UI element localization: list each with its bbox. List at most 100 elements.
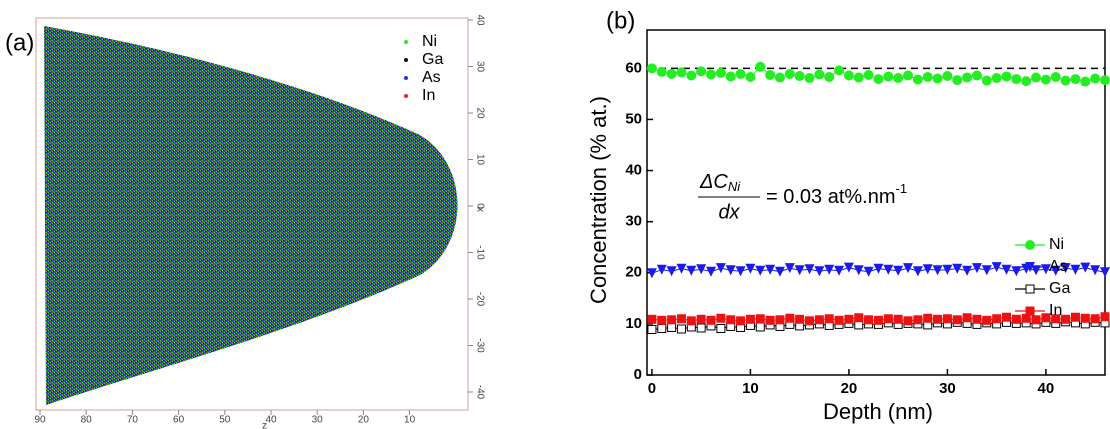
marker <box>696 323 706 333</box>
marker <box>992 314 1002 324</box>
marker <box>1031 265 1042 276</box>
marker <box>666 266 677 277</box>
legend-marker <box>1025 262 1035 272</box>
marker <box>824 264 835 275</box>
marker <box>1051 314 1061 324</box>
marker <box>1011 74 1022 85</box>
z-tick-label: 50 <box>219 415 231 426</box>
marker <box>873 74 884 85</box>
marker <box>843 70 854 81</box>
marker <box>853 72 864 83</box>
x-tick-label: 30 <box>939 380 956 397</box>
marker <box>922 72 933 83</box>
marker <box>952 75 963 86</box>
marker <box>942 71 953 81</box>
y-axis-label: Concentration (% at.) <box>586 96 611 304</box>
marker <box>962 265 973 276</box>
marker <box>745 72 756 83</box>
marker <box>834 65 845 76</box>
marker <box>952 263 963 274</box>
marker <box>696 66 707 77</box>
marker <box>952 315 962 325</box>
z-tick-label: 60 <box>173 415 185 426</box>
marker <box>794 265 805 276</box>
marker <box>804 73 815 84</box>
marker <box>853 265 864 276</box>
marker <box>1061 314 1071 324</box>
legend-label: Ni <box>422 33 437 50</box>
marker <box>657 315 667 325</box>
marker <box>676 324 686 334</box>
marker <box>883 71 894 82</box>
legend-label: As <box>422 69 441 86</box>
marker <box>834 265 845 276</box>
marker <box>696 314 706 324</box>
y-tick-label: 40 <box>625 162 642 179</box>
marker <box>686 316 696 326</box>
marker <box>991 73 1002 84</box>
equation-denominator: dx <box>718 201 740 223</box>
marker <box>1021 313 1031 323</box>
marker <box>1001 264 1012 275</box>
marker <box>814 266 825 277</box>
marker <box>686 265 697 276</box>
marker <box>912 74 923 85</box>
marker <box>1040 74 1051 85</box>
marker <box>912 266 923 277</box>
marker <box>814 69 825 80</box>
marker <box>903 70 914 81</box>
equation-part: -1 <box>896 181 908 196</box>
x-tick-label: 0 <box>648 380 656 397</box>
marker <box>1050 265 1061 276</box>
marker <box>982 315 992 325</box>
legend-marker <box>404 58 408 62</box>
marker <box>725 71 736 82</box>
marker <box>863 266 874 277</box>
x-tick-label: 10 <box>742 380 759 397</box>
legend-label: Ga <box>422 51 443 68</box>
marker <box>932 73 943 84</box>
marker <box>1070 312 1080 322</box>
equation-part: Ni <box>728 179 741 194</box>
equation-numerator: ΔCNi <box>699 171 741 194</box>
marker <box>843 262 854 273</box>
marker <box>962 313 972 323</box>
marker <box>1031 315 1041 325</box>
x-tick-label: 20 <box>841 380 858 397</box>
x-tick-label: 40 <box>1038 380 1055 397</box>
marker <box>971 70 982 81</box>
marker <box>972 314 982 324</box>
legend-label: Ga <box>1049 280 1070 297</box>
legend-marker <box>404 94 408 98</box>
marker <box>1011 314 1021 324</box>
marker <box>942 314 952 324</box>
marker <box>854 313 864 323</box>
marker <box>824 72 835 83</box>
marker <box>962 72 973 83</box>
marker <box>883 264 894 275</box>
marker <box>715 67 726 78</box>
x-tick-label: -10 <box>474 245 485 260</box>
marker <box>736 316 746 326</box>
marker <box>646 268 657 279</box>
marker <box>774 266 785 277</box>
legend-marker <box>404 40 408 44</box>
x-tick-label: 10 <box>474 154 485 166</box>
x-axis-label: Depth (nm) <box>823 399 933 424</box>
marker <box>804 264 815 275</box>
x-tick-label: -40 <box>474 385 485 400</box>
legend-label: In <box>1049 302 1062 319</box>
marker <box>794 71 805 81</box>
x-tick-label: -30 <box>474 338 485 353</box>
marker <box>923 313 933 323</box>
z-tick-label: 10 <box>404 415 416 426</box>
marker <box>903 316 913 326</box>
marker <box>715 263 726 274</box>
y-tick-label: 0 <box>634 366 642 383</box>
y-tick-label: 50 <box>625 110 642 127</box>
marker <box>1060 263 1071 274</box>
legend-label: In <box>422 87 435 104</box>
z-tick-label: 70 <box>127 415 139 426</box>
